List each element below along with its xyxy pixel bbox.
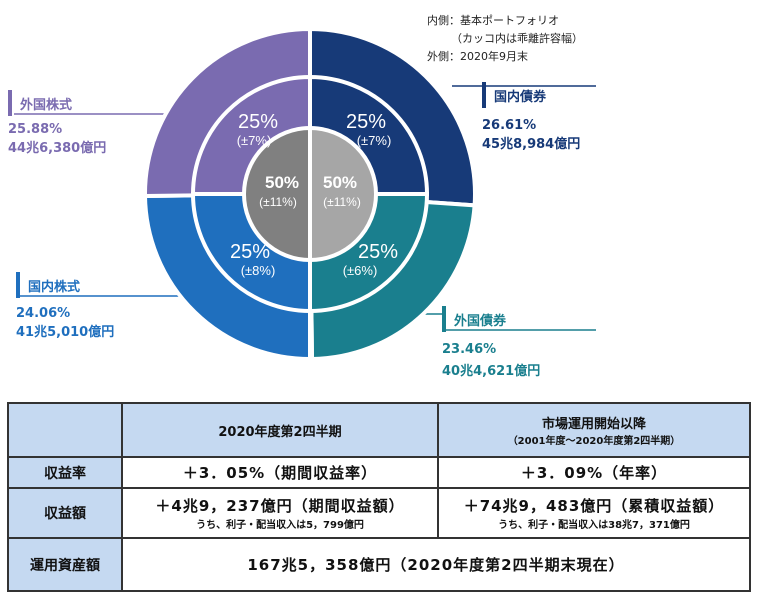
table-row: 運用資産額 167兆5，358億円（2020年度第2四半期末現在） (7, 537, 751, 592)
ring-text-foreign-bonds-pct: 25% (358, 241, 398, 263)
row-label-return-rate: 収益率 (7, 456, 123, 489)
label-domestic-stocks-amount: 41兆5,010億円 (16, 325, 115, 340)
ring-text-inner-right-band: (±11%) (323, 195, 361, 209)
label-domestic-bonds-title: 国内債券 (482, 82, 580, 108)
ring-text-inner-right-pct: 50% (323, 173, 357, 192)
label-domestic-stocks-title: 国内株式 (16, 272, 114, 298)
cell-aum-value: 167兆5，358億円（2020年度第2四半期末現在） (121, 537, 751, 592)
label-domestic-stocks-pct: 24.06% (16, 306, 71, 321)
chart-legend-note: 内側：基本ポートフォリオ （カッコ内は乖離許容幅） 外側：2020年9月末 (427, 12, 583, 66)
label-foreign-bonds-pct: 23.46% (442, 342, 497, 357)
table-row: 収益額 ＋4兆9，237億円（期間収益額） うち、利子・配当収入は5，799億円… (7, 487, 751, 539)
performance-table: 2020年度第2四半期 市場運用開始以降 （2001年度～2020年度第2四半期… (7, 402, 751, 592)
ring-text-foreign-bonds-band: (±6%) (343, 263, 378, 278)
ring-text-foreign-stocks-pct: 25% (238, 111, 278, 133)
table-header-since-inception: 市場運用開始以降 （2001年度～2020年度第2四半期） (437, 402, 751, 458)
label-foreign-bonds: 外国債券 23.46% 40兆4,621億円 (442, 306, 540, 381)
cell-return-rate-inception: ＋3．09%（年率） (437, 456, 751, 489)
return-amount-inception-income: うち、利子・配当収入は38兆7，371億円 (498, 520, 690, 531)
label-foreign-stocks-pct: 25.88% (8, 122, 63, 137)
table-corner-cell (7, 402, 123, 458)
ring-text-foreign-stocks-band: (±7%) (237, 133, 272, 148)
label-domestic-bonds: 国内債券 26.61% 45兆8,984億円 (482, 82, 580, 154)
ring-text-domestic-bonds-pct: 25% (346, 111, 386, 133)
label-foreign-bonds-amount: 40兆4,621億円 (442, 364, 541, 379)
label-foreign-bonds-title: 外国債券 (442, 306, 540, 332)
cell-return-amount-inception: ＋74兆9，483億円（累積収益額） うち、利子・配当収入は38兆7，371億円 (437, 487, 751, 539)
cell-return-amount-quarter: ＋4兆9，237億円（期間収益額） うち、利子・配当収入は5，799億円 (121, 487, 439, 539)
label-foreign-stocks: 外国株式 25.88% 44兆6,380億円 (8, 90, 106, 158)
ring-text-domestic-stocks-pct: 25% (230, 241, 270, 263)
table-header-quarter: 2020年度第2四半期 (121, 402, 439, 458)
ring-text-inner-left-pct: 50% (265, 173, 299, 192)
label-foreign-stocks-amount: 44兆6,380億円 (8, 141, 107, 156)
return-amount-quarter-income: うち、利子・配当収入は5，799億円 (196, 520, 364, 531)
row-label-return-amount: 収益額 (7, 487, 123, 539)
header-since-inception-period: （2001年度～2020年度第2四半期） (507, 436, 681, 447)
header-since-inception-title: 市場運用開始以降 (541, 417, 646, 432)
ring-text-inner-left-band: (±11%) (259, 195, 297, 209)
row-label-aum: 運用資産額 (7, 537, 123, 592)
label-domestic-stocks: 国内株式 24.06% 41兆5,010億円 (16, 272, 114, 342)
asset-allocation-donut-chart: 25% (±7%) 25% (±7%) 25% (±8%) 25% (±6%) … (14, 29, 596, 360)
label-foreign-stocks-title: 外国株式 (8, 90, 106, 116)
label-domestic-bonds-pct: 26.61% (482, 118, 537, 133)
ring-text-domestic-bonds-band: (±7%) (357, 133, 392, 148)
return-amount-inception-main: ＋74兆9，483億円（累積収益額） (463, 497, 725, 515)
note-inner-ring: 内側：基本ポートフォリオ (427, 14, 559, 27)
table-header-row: 2020年度第2四半期 市場運用開始以降 （2001年度～2020年度第2四半期… (7, 402, 751, 458)
note-outer-ring: 外側：2020年9月末 (427, 50, 528, 63)
inner-segment-domestic (242, 125, 312, 263)
table-row: 収益率 ＋3．05%（期間収益率） ＋3．09%（年率） (7, 456, 751, 489)
ring-text-domestic-stocks-band: (±8%) (241, 263, 276, 278)
cell-return-rate-quarter: ＋3．05%（期間収益率） (121, 456, 439, 489)
return-amount-quarter-main: ＋4兆9，237億円（期間収益額） (155, 497, 405, 515)
inner-segment-foreign (308, 125, 378, 263)
note-tolerance: （カッコ内は乖離許容幅） (451, 32, 583, 45)
label-domestic-bonds-amount: 45兆8,984億円 (482, 137, 581, 152)
